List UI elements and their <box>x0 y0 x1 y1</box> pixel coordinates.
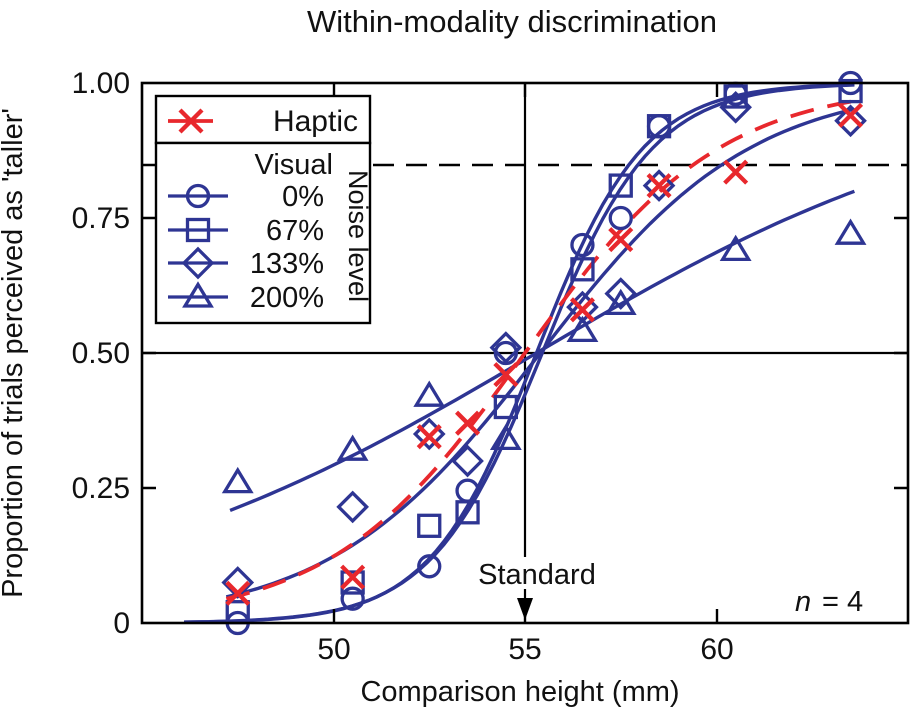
curve-visual-133-noise <box>225 107 855 599</box>
curve-haptic <box>225 99 855 601</box>
markers-visual-0-noise <box>225 70 863 636</box>
markers-visual-67-noise <box>225 78 863 625</box>
legend-entry-0pct <box>168 183 228 209</box>
data-series-layer <box>184 70 867 636</box>
square-marker-icon <box>185 217 211 243</box>
axis-ticks <box>142 83 908 623</box>
y-tick-labels: 1.00 0.75 0.50 0.25 0 <box>72 67 130 640</box>
n-count-value: = 4 <box>822 586 863 618</box>
circle-marker-icon <box>185 183 211 209</box>
chart-title: Within-modality discrimination <box>307 4 717 39</box>
triangle-marker-icon <box>182 281 214 308</box>
x-tick-label: 50 <box>317 633 350 666</box>
legend-noise-axis-label: Noise level <box>343 170 373 302</box>
y-tick-label: 1.00 <box>72 67 130 100</box>
legend-entry-67pct <box>168 217 228 243</box>
markers-visual-200-noise <box>221 218 867 494</box>
x-tick-label: 55 <box>508 633 541 666</box>
y-tick-label: 0.50 <box>72 337 130 370</box>
legend-label-67pct: 67% <box>266 215 324 247</box>
n-count-symbol: n <box>795 586 811 618</box>
haptic-x-icon <box>178 108 204 134</box>
legend-entry-200pct <box>168 281 228 308</box>
legend-visual-label: Visual <box>255 149 333 181</box>
x-tick-label: 60 <box>700 633 733 666</box>
y-tick-label: 0.75 <box>72 202 130 235</box>
legend-label-0pct: 0% <box>282 181 324 213</box>
y-axis-label: Proportion of trials perceived as 'talle… <box>0 108 29 598</box>
x-tick-labels: 50 55 60 <box>317 633 733 666</box>
markers-haptic <box>225 102 864 606</box>
legend-label-133pct: 133% <box>250 248 324 280</box>
x-axis-label: Comparison height (mm) <box>360 676 679 708</box>
diamond-marker-icon <box>181 246 215 280</box>
curve-visual-67-noise <box>184 83 855 624</box>
legend-entry-133pct <box>168 246 228 280</box>
legend: Haptic Visual Noise level 0% 67% 133% 20… <box>154 94 373 325</box>
legend-haptic-label: Haptic <box>273 105 358 138</box>
y-tick-label: 0.25 <box>72 472 130 505</box>
y-tick-label: 0 <box>113 607 130 640</box>
curve-visual-200-noise <box>229 189 855 512</box>
legend-haptic-sample <box>168 108 213 134</box>
standard-annotation: Standard <box>478 559 596 591</box>
legend-label-200pct: 200% <box>250 282 324 314</box>
